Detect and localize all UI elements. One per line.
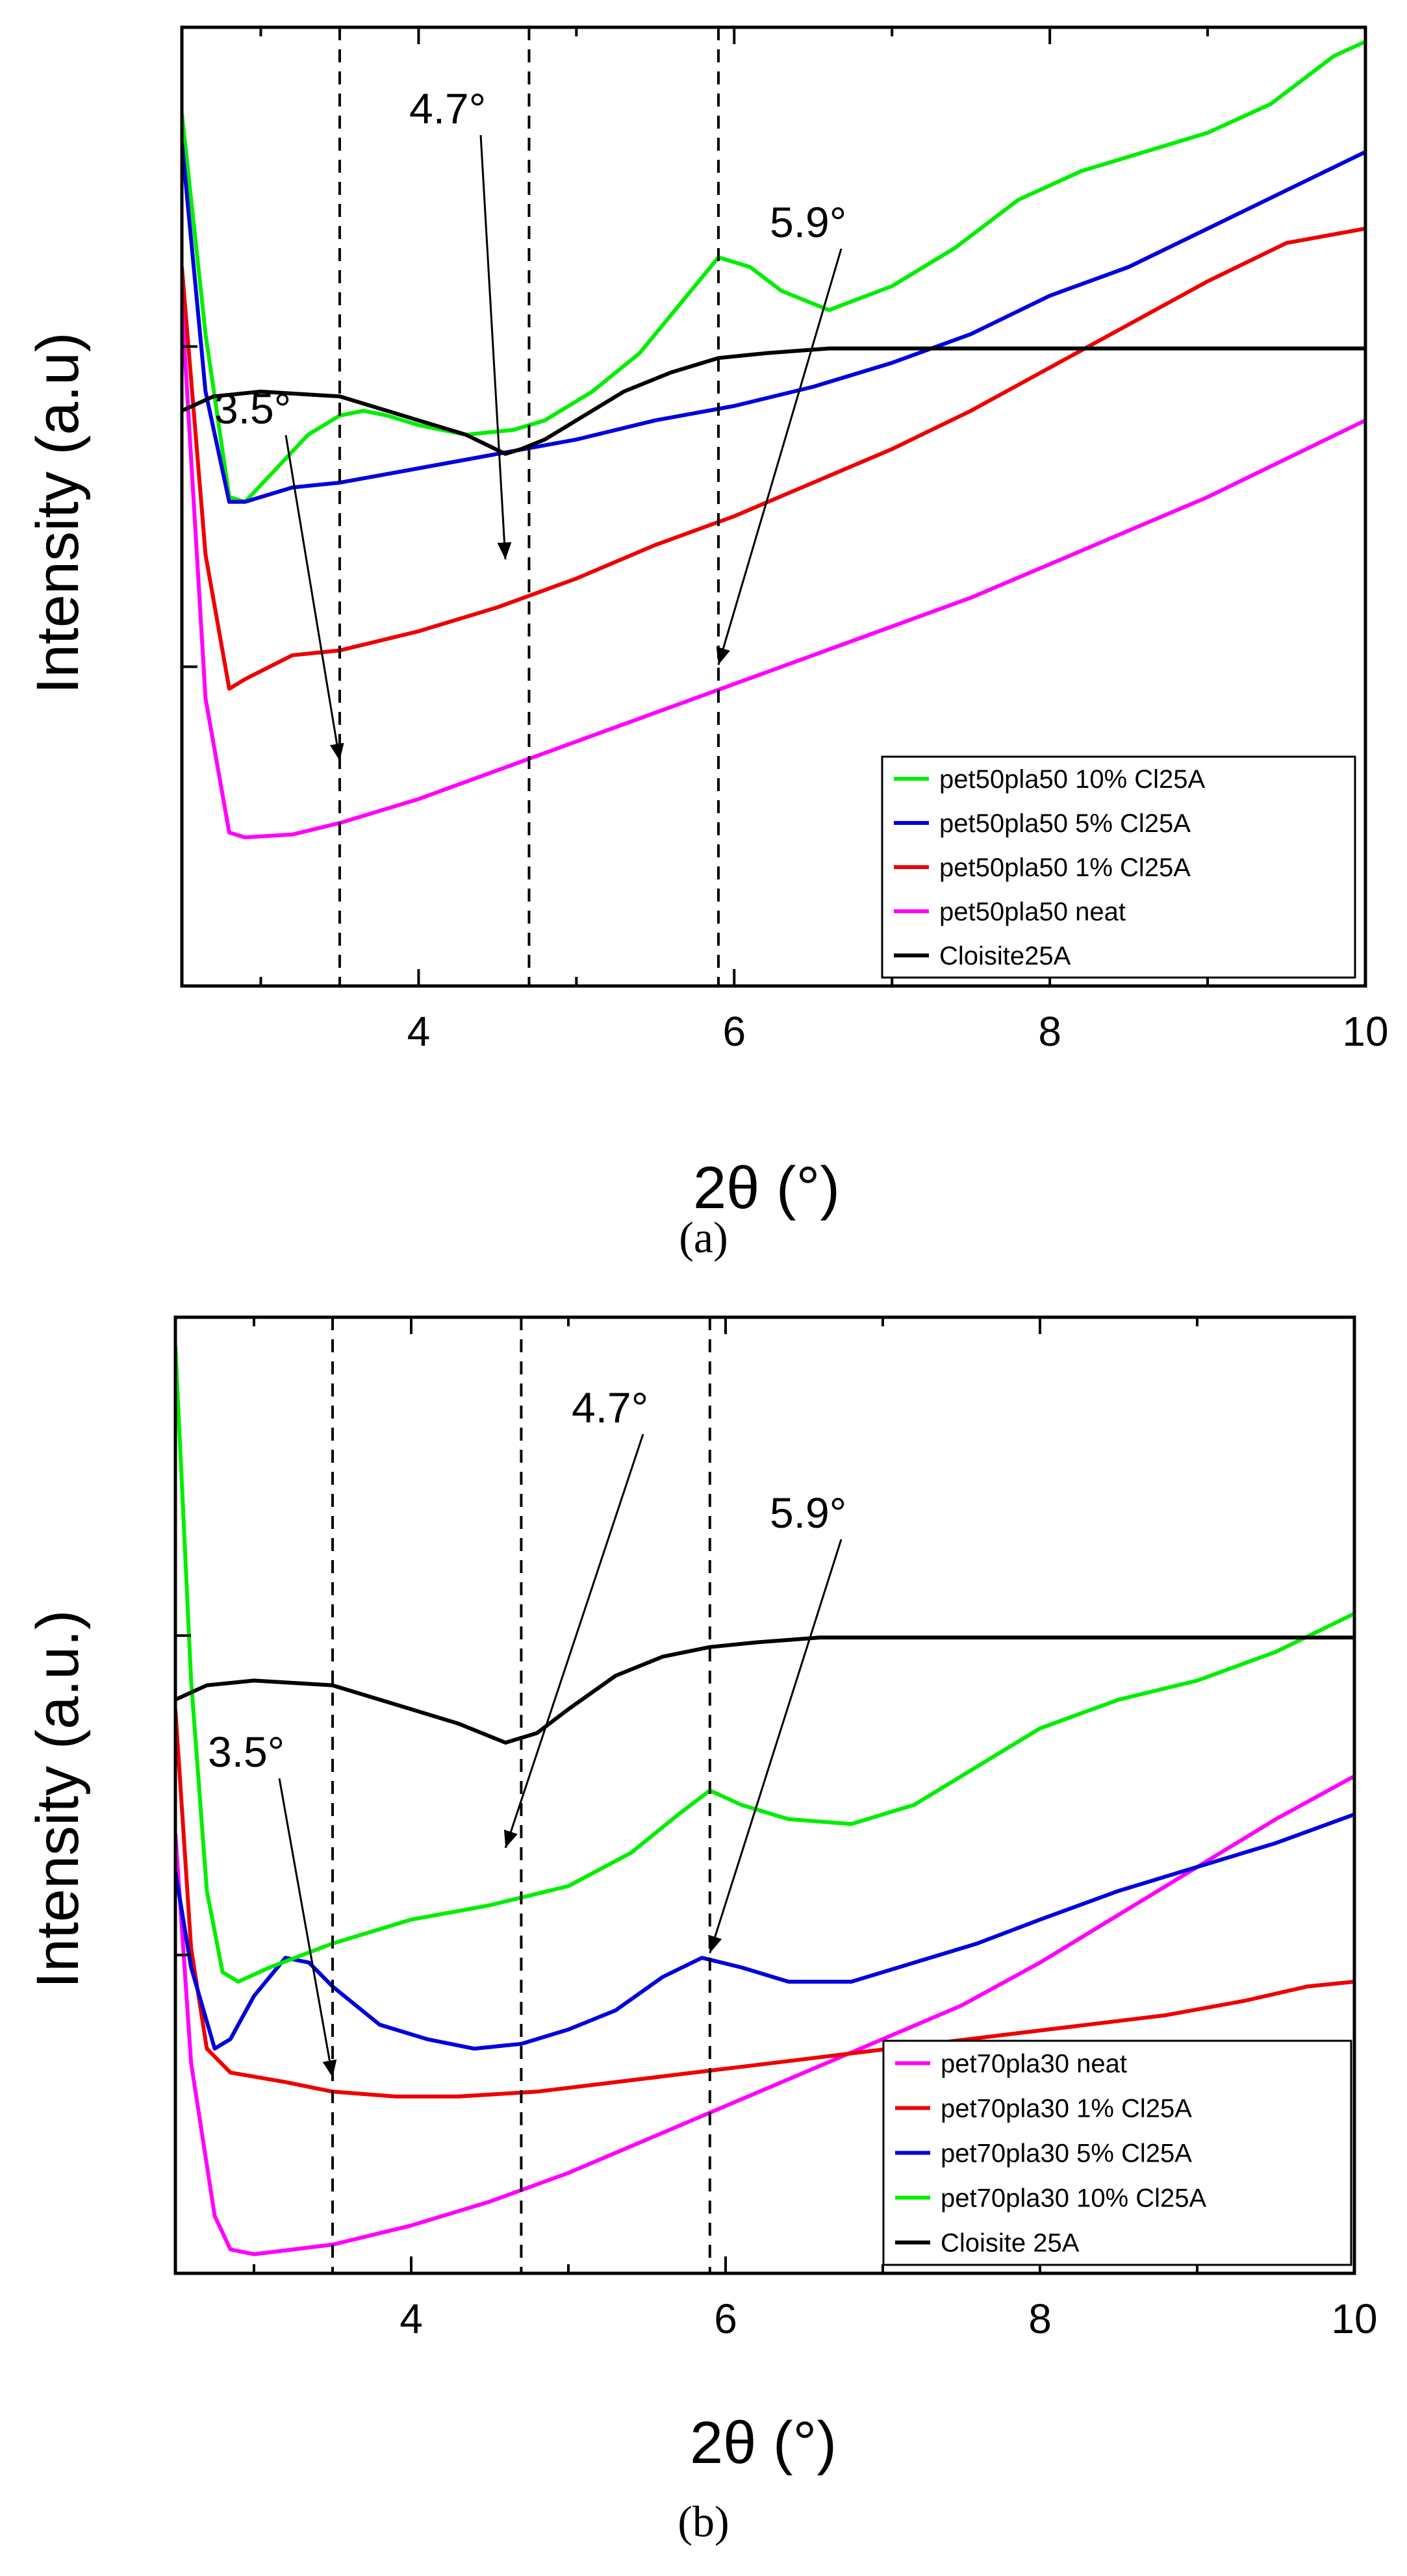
dashed-lines-b xyxy=(331,1317,711,2273)
y-axis-title-a: Intensity (a.u) xyxy=(25,332,91,694)
x-tick-label-6: 6 xyxy=(714,2295,737,2342)
annotation-arrow-line-b-2 xyxy=(709,1539,843,1954)
x-axis-title-b: 2θ (°) xyxy=(690,2410,837,2476)
annotation-arrow-head-a-0 xyxy=(329,742,344,761)
annotation-arrow-head-b-0 xyxy=(322,2059,337,2078)
legend-entry-cloisite-25a: Cloisite 25A xyxy=(941,2229,1080,2258)
x-tick-label-10: 10 xyxy=(1342,1008,1388,1055)
legend-b: pet70pla30 neat pet70pla30 1% Cl25A pet70p… xyxy=(882,2039,1352,2266)
legend-box-a xyxy=(881,755,1356,979)
legend-entry-pet70pla30-5-cl25a: pet70pla30 5% Cl25A xyxy=(941,2140,1192,2168)
dashed-lines-a xyxy=(338,27,720,986)
series-line-pet50pla50-neat xyxy=(182,305,1365,840)
series-line-cloisite-25a xyxy=(175,1635,1354,1745)
series-line-pet70pla30-1-cl25a xyxy=(175,1709,1354,2099)
plot-frame-b xyxy=(173,1315,1356,2275)
series-line-pet50pla50-5-cl25a xyxy=(182,142,1365,504)
annotation-arrow-head-b-2 xyxy=(708,1934,722,1953)
annotation-arrow-line-a-1 xyxy=(479,134,507,560)
panel-label-a: (a) xyxy=(679,1213,728,1262)
series-line-pet70pla30-10-cl25a xyxy=(175,1346,1354,1984)
x-tick-label-8: 8 xyxy=(1038,1008,1061,1055)
annotation-arrow-head-a-2 xyxy=(716,646,730,665)
series-line-pet50pla50-10-cl25a xyxy=(182,40,1365,504)
series-line-pet50pla50-1-cl25a xyxy=(182,227,1365,691)
x-axis-title-a: 2θ (°) xyxy=(693,1155,840,1221)
x-tick-label-4: 4 xyxy=(399,2295,423,2342)
annotation-arrow-line-b-0 xyxy=(278,1778,334,2078)
plot-frame-a xyxy=(180,25,1367,988)
x-tick-label-4: 4 xyxy=(407,1008,431,1055)
legend-a: pet50pla50 10% Cl25A pet50pla50 5% Cl25A p… xyxy=(881,755,1356,979)
annotation-arrow-head-b-1 xyxy=(503,1829,518,1848)
legend-entry-pet70pla30-10-cl25a: pet70pla30 10% Cl25A xyxy=(941,2184,1207,2213)
legend-entry-pet70pla30-neat: pet70pla30 neat xyxy=(941,2050,1127,2078)
annotations-a: 3.5° 4.7° 5.9° xyxy=(214,84,846,761)
annotation-arrow-line-b-1 xyxy=(504,1433,644,1849)
annotation-b-3-5: 3.5° xyxy=(208,1728,285,1776)
legend-entry-pet50pla50-10-cl25a: pet50pla50 10% Cl25A xyxy=(939,765,1206,794)
annotation-arrow-line-a-2 xyxy=(717,248,843,665)
annotation-a-3-5: 3.5° xyxy=(214,385,291,433)
series-layer-a xyxy=(182,40,1365,840)
legend-entry-pet50pla50-1-cl25a: pet50pla50 1% Cl25A xyxy=(939,853,1191,882)
annotation-a-4-7: 4.7° xyxy=(409,84,486,133)
legend-entry-pet50pla50-neat: pet50pla50 neat xyxy=(939,898,1126,926)
annotation-b-4-7: 4.7° xyxy=(572,1383,648,1432)
legend-entry-pet70pla30-1-cl25a: pet70pla30 1% Cl25A xyxy=(941,2095,1192,2123)
annotations-b: 3.5° 4.7° 5.9° xyxy=(208,1383,846,2078)
annotation-arrow-line-a-0 xyxy=(285,435,341,761)
x-tick-label-8: 8 xyxy=(1028,2295,1052,2342)
series-line-cloisite25a xyxy=(182,346,1365,456)
legend-box-b xyxy=(882,2039,1352,2266)
series-line-pet70pla30-5-cl25a xyxy=(175,1812,1354,2051)
annotation-arrow-head-a-1 xyxy=(497,542,512,560)
ticks-b: 4 6 8 10 xyxy=(175,1317,1378,2342)
series-layer-b xyxy=(175,1346,1354,2256)
chart-panel-a: 4 6 8 10 3.5° 4.7° 5.9° 2θ (°) Intensity (a.u… xyxy=(25,25,1389,1262)
annotation-b-5-9: 5.9° xyxy=(770,1489,846,1537)
series-line-pet70pla30-neat xyxy=(175,1774,1354,2256)
legend-entry-pet50pla50-5-cl25a: pet50pla50 5% Cl25A xyxy=(939,809,1191,838)
ticks-a: 4 6 8 10 xyxy=(182,27,1389,1055)
chart-panel-b: 4 6 8 10 3.5° 4.7° 5.9° 2θ (°) Intensity (a.u… xyxy=(25,1315,1378,2546)
legend-entry-cloisite25a: Cloisite25A xyxy=(939,942,1071,970)
y-axis-title-b: Intensity (a.u.) xyxy=(25,1610,91,1989)
x-tick-label-6: 6 xyxy=(722,1008,746,1055)
annotation-a-5-9: 5.9° xyxy=(770,198,846,246)
panel-label-b: (b) xyxy=(678,2497,729,2546)
x-tick-label-10: 10 xyxy=(1331,2295,1377,2342)
